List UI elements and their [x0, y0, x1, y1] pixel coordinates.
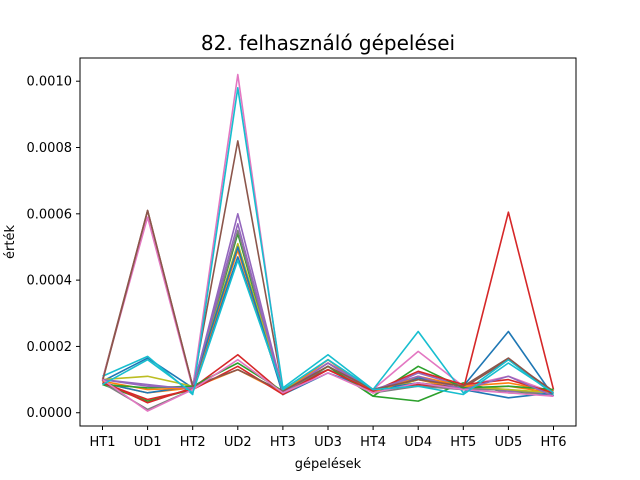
series-line-18 — [102, 259, 554, 396]
series-line-15 — [102, 222, 554, 397]
x-tick-label: UD1 — [134, 435, 162, 450]
y-tick-label: 0.0008 — [27, 141, 73, 156]
y-axis: 0.0000 0.0002 0.0004 0.0006 0.0008 0.0010 — [27, 75, 80, 421]
y-axis-label: érték — [3, 225, 18, 259]
series-line-16 — [101, 209, 554, 394]
x-axis-label: gépelések — [295, 457, 362, 472]
series-layer — [101, 73, 555, 412]
y-tick-label: 0.0000 — [27, 406, 73, 421]
x-tick-label: HT5 — [450, 435, 476, 450]
x-axis: HT1 UD1 HT2 UD2 HT3 UD3 HT4 UD4 HT5 UD5 HT6 — [90, 426, 567, 450]
y-tick-label: 0.0002 — [27, 340, 73, 355]
y-tick-label: 0.0010 — [27, 75, 73, 90]
x-tick-label: UD5 — [495, 435, 523, 450]
x-tick-label: HT2 — [180, 435, 206, 450]
x-tick-label: UD3 — [314, 435, 342, 450]
y-tick-label: 0.0006 — [27, 207, 73, 222]
x-tick-label: UD2 — [224, 435, 252, 450]
series-line-14 — [102, 365, 554, 401]
x-tick-label: HT1 — [90, 435, 116, 450]
series-line-17 — [102, 358, 554, 412]
x-tick-label: HT4 — [360, 435, 386, 450]
chart-title: 82. felhasználó gépelései — [201, 31, 455, 55]
y-tick-label: 0.0004 — [27, 274, 73, 289]
x-tick-label: UD4 — [404, 435, 432, 450]
x-tick-label: HT3 — [270, 435, 296, 450]
x-tick-label: HT6 — [541, 435, 567, 450]
